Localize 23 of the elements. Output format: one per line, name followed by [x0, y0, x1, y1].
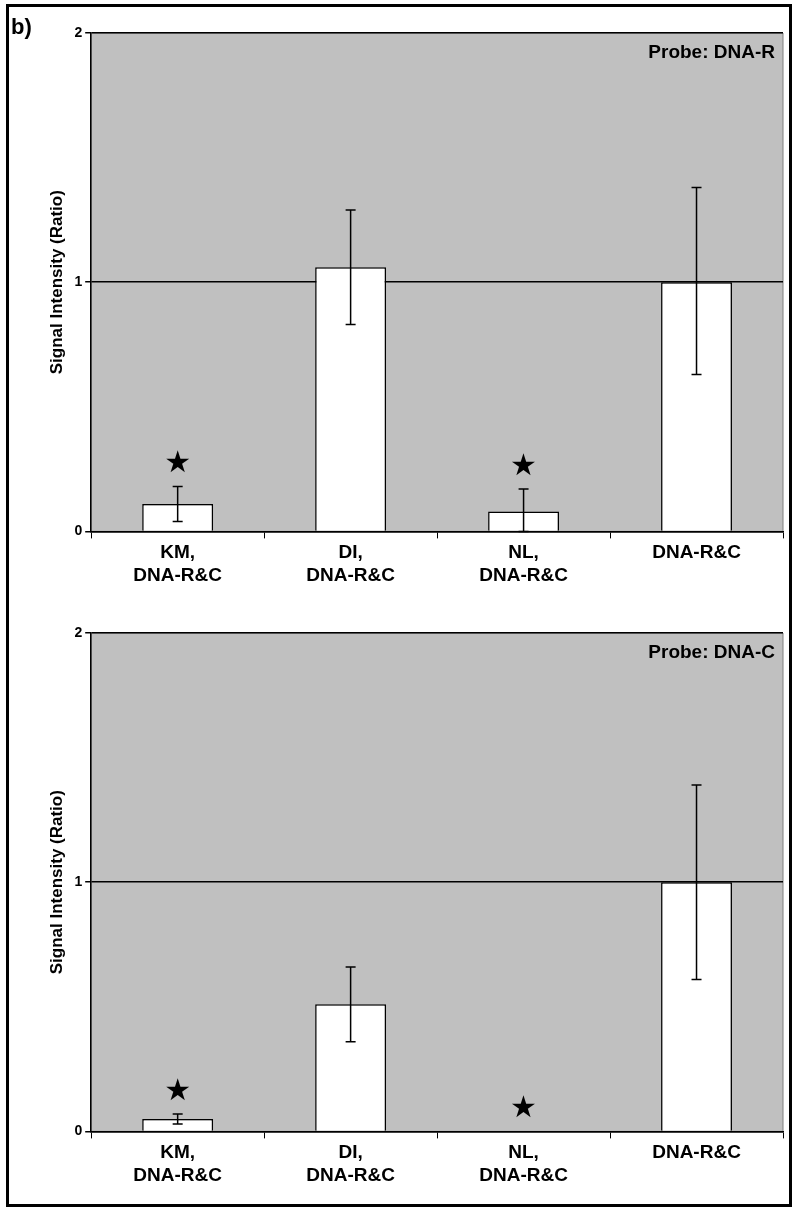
- x-tick-label: DNA-R&C: [652, 1141, 742, 1163]
- annotation: Probe: DNA-R: [648, 40, 776, 62]
- data-label: ★: [510, 1089, 538, 1125]
- x-tick-label: DNA-R&C: [652, 541, 742, 563]
- chart-title: b): [11, 14, 32, 40]
- x-tick-label: NL, DNA-R&C: [479, 541, 569, 585]
- x-tick-label: NL, DNA-R&C: [479, 1141, 569, 1185]
- y-axis-title: Signal Intensity (Ratio): [46, 190, 66, 375]
- y-axis-title: Signal Intensity (Ratio): [46, 790, 66, 975]
- y-tick-label: 2: [74, 23, 83, 40]
- y-tick-label: 2: [74, 623, 83, 640]
- x-tick-label: KM, DNA-R&C: [133, 1141, 223, 1185]
- data-label: ★: [164, 1071, 192, 1107]
- y-tick-label: 1: [74, 273, 83, 290]
- x-tick-label: KM, DNA-R&C: [133, 541, 223, 585]
- data-label: ★: [164, 444, 192, 480]
- annotation: Probe: DNA-C: [648, 640, 776, 662]
- x-tick-label: DI, DNA-R&C: [306, 541, 396, 585]
- y-tick-label: 1: [74, 873, 83, 890]
- x-tick-label: DI, DNA-R&C: [306, 1141, 396, 1185]
- y-tick-label: 0: [74, 1122, 83, 1139]
- y-tick-label: 0: [74, 522, 83, 539]
- data-label: ★: [510, 446, 538, 482]
